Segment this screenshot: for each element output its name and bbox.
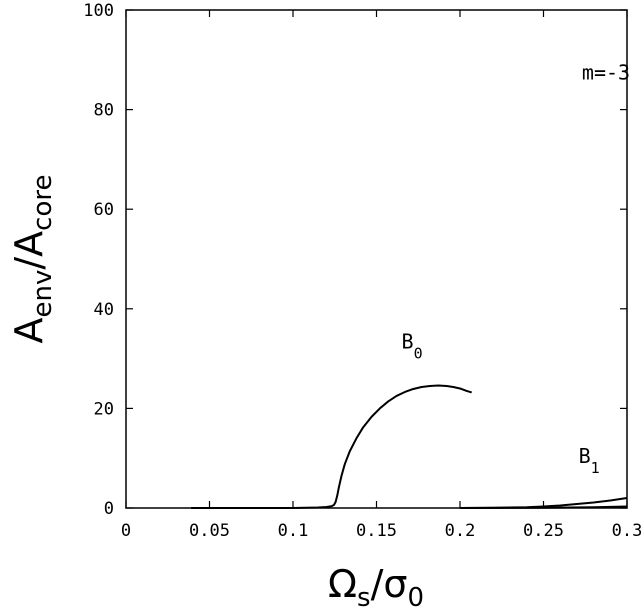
- x-tick-label: 0.1: [278, 521, 309, 541]
- x-axis-title-div-sub: 0: [407, 583, 424, 610]
- x-tick-label: 0.2: [445, 521, 476, 541]
- annotation-sub: 0: [414, 345, 423, 363]
- annotation-label: B0: [402, 330, 423, 363]
- y-axis-title-div-sub: core: [28, 174, 58, 230]
- annotation-main: B: [579, 444, 591, 468]
- y-axis-title-div: /A: [7, 231, 51, 270]
- x-axis-title-sub: s: [357, 583, 371, 610]
- ticks: [125, 9, 628, 509]
- y-tick-label: 60: [94, 200, 114, 220]
- annotation-main: B: [402, 330, 414, 354]
- y-axis-title-main: A: [7, 318, 51, 344]
- x-axis-title-div: /σ: [371, 562, 408, 606]
- x-axis-title-main: Ω: [328, 562, 357, 606]
- x-tick-label: 0.15: [356, 521, 397, 541]
- tick-labels: 0 0.05 0.1 0.15 0.2 0.25 0.3 0 20 40 60 80 100: [83, 1, 642, 541]
- series-layer: [191, 384, 628, 509]
- series-line: [459, 505, 628, 509]
- y-tick-label: 0: [104, 499, 114, 519]
- y-tick-label: 20: [94, 399, 114, 419]
- y-tick-label: 100: [83, 1, 114, 21]
- x-tick-label: 0.05: [189, 521, 230, 541]
- series-line: [191, 384, 472, 509]
- annotation-label: B1: [579, 444, 600, 477]
- annotation-sub: 1: [591, 459, 600, 477]
- plot-frame: [125, 9, 628, 509]
- x-tick-label: 0.3: [612, 521, 642, 541]
- y-tick-label: 80: [94, 101, 114, 121]
- x-tick-label: 0: [121, 521, 131, 541]
- y-axis-title-sub: env: [28, 270, 58, 318]
- x-axis-title: Ωs/σ0: [328, 562, 424, 610]
- y-tick-label: 40: [94, 300, 114, 320]
- x-tick-label: 0.25: [523, 521, 564, 541]
- y-axis-title: Aenv/Acore: [7, 174, 58, 343]
- annotation-label: m=-3: [582, 61, 630, 85]
